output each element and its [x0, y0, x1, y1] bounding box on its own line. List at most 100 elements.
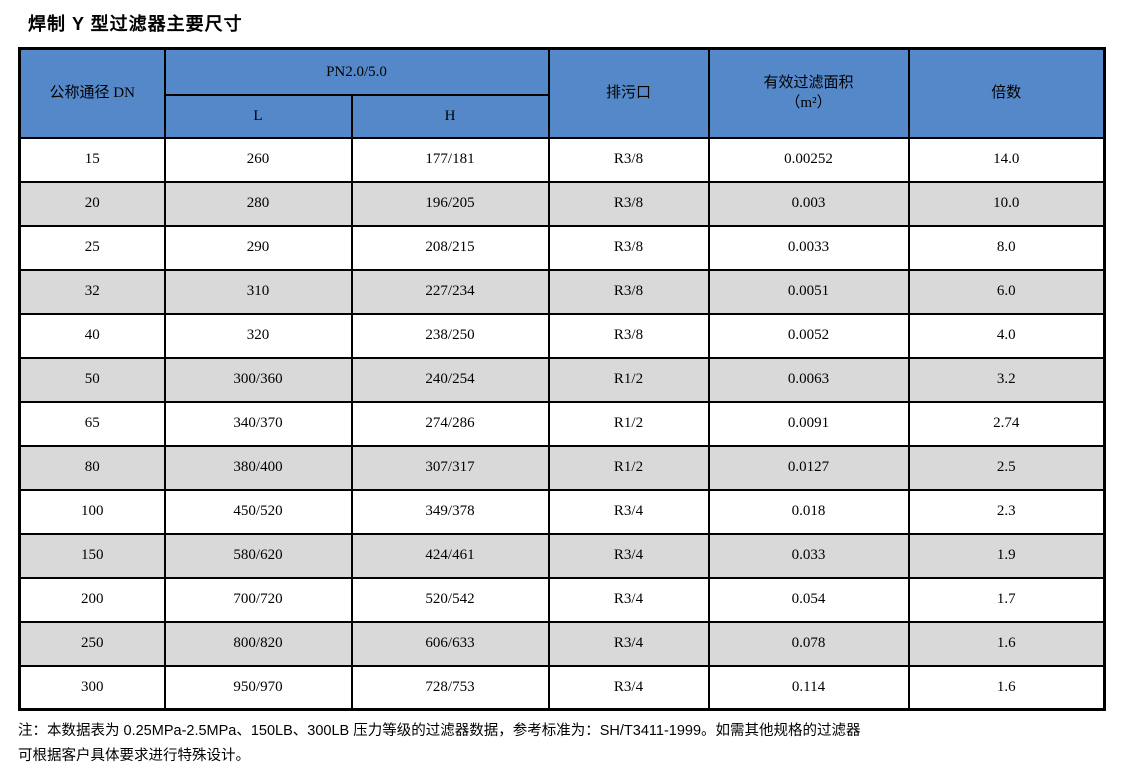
cell-dn: 32 [18, 268, 166, 315]
cell-area: 0.054 [707, 576, 910, 623]
cell-dn: 200 [18, 576, 166, 623]
cell-drain: R3/8 [547, 312, 710, 359]
cell-l: 950/970 [163, 664, 353, 711]
cell-area: 0.0127 [707, 444, 910, 491]
table-row: 32 310 227/234 R3/8 0.0051 6.0 [18, 268, 1106, 315]
cell-l: 450/520 [163, 488, 353, 535]
header-filter-area-unit: （m²） [785, 95, 832, 112]
cell-h: 349/378 [350, 488, 550, 535]
cell-drain: R3/4 [547, 576, 710, 623]
table-row: 20 280 196/205 R3/8 0.003 10.0 [18, 180, 1106, 227]
cell-h: 208/215 [350, 224, 550, 271]
cell-area: 0.018 [707, 488, 910, 535]
cell-h: 728/753 [350, 664, 550, 711]
table-row: 80 380/400 307/317 R1/2 0.0127 2.5 [18, 444, 1106, 491]
page-title: 焊制 Y 型过滤器主要尺寸 [28, 14, 243, 34]
table-row: 50 300/360 240/254 R1/2 0.0063 3.2 [18, 356, 1106, 403]
cell-ratio: 2.3 [907, 488, 1106, 535]
cell-ratio: 10.0 [907, 180, 1106, 227]
cell-area: 0.003 [707, 180, 910, 227]
cell-ratio: 8.0 [907, 224, 1106, 271]
cell-drain: R3/4 [547, 620, 710, 667]
cell-ratio: 1.6 [907, 664, 1106, 711]
table-row: 150 580/620 424/461 R3/4 0.033 1.9 [18, 532, 1106, 579]
header-filter-area-label: 有效过滤面积 [763, 75, 854, 91]
cell-drain: R1/2 [547, 444, 710, 491]
table-body: 15 260 177/181 R3/8 0.00252 14.0 20 280 196/205 R… [18, 136, 1106, 711]
cell-l: 280 [163, 180, 353, 227]
table-row: 200 700/720 520/542 R3/4 0.054 1.7 [18, 576, 1106, 623]
cell-area: 0.033 [707, 532, 910, 579]
cell-drain: R3/4 [547, 664, 710, 711]
cell-l: 700/720 [163, 576, 353, 623]
cell-dn: 25 [18, 224, 166, 271]
strainer-dimensions-table: 公称通径 DN PN2.0/5.0 排污口 有效过滤面积 （m²） 倍数 L H… [18, 47, 1106, 711]
header-ratio: 倍数 [907, 47, 1106, 139]
cell-h: 274/286 [350, 400, 550, 447]
cell-h: 177/181 [350, 136, 550, 183]
cell-drain: R3/8 [547, 268, 710, 315]
cell-area: 0.00252 [707, 136, 910, 183]
cell-l: 260 [163, 136, 353, 183]
cell-drain: R1/2 [547, 400, 710, 447]
header-length-l: L [163, 93, 353, 139]
header-pn-group: PN2.0/5.0 [163, 47, 550, 96]
cell-ratio: 2.74 [907, 400, 1106, 447]
cell-ratio: 6.0 [907, 268, 1106, 315]
table-row: 15 260 177/181 R3/8 0.00252 14.0 [18, 136, 1106, 183]
cell-drain: R1/2 [547, 356, 710, 403]
cell-ratio: 1.7 [907, 576, 1106, 623]
header-drain-port: 排污口 [547, 47, 710, 139]
cell-l: 290 [163, 224, 353, 271]
cell-h: 196/205 [350, 180, 550, 227]
footnote: 注：本数据表为 0.25MPa-2.5MPa、150LB、300LB 压力等级的… [18, 719, 1104, 769]
cell-dn: 300 [18, 664, 166, 711]
table-row: 300 950/970 728/753 R3/4 0.114 1.6 [18, 664, 1106, 711]
cell-area: 0.0033 [707, 224, 910, 271]
cell-ratio: 3.2 [907, 356, 1106, 403]
cell-area: 0.0063 [707, 356, 910, 403]
table-row: 40 320 238/250 R3/8 0.0052 4.0 [18, 312, 1106, 359]
cell-l: 300/360 [163, 356, 353, 403]
cell-dn: 40 [18, 312, 166, 359]
cell-h: 240/254 [350, 356, 550, 403]
cell-h: 227/234 [350, 268, 550, 315]
cell-l: 310 [163, 268, 353, 315]
cell-h: 238/250 [350, 312, 550, 359]
cell-l: 800/820 [163, 620, 353, 667]
table-row: 25 290 208/215 R3/8 0.0033 8.0 [18, 224, 1106, 271]
cell-l: 340/370 [163, 400, 353, 447]
cell-ratio: 4.0 [907, 312, 1106, 359]
footnote-line-1: 注：本数据表为 0.25MPa-2.5MPa、150LB、300LB 压力等级的… [18, 723, 861, 739]
cell-drain: R3/8 [547, 224, 710, 271]
cell-drain: R3/8 [547, 136, 710, 183]
cell-dn: 50 [18, 356, 166, 403]
cell-ratio: 1.6 [907, 620, 1106, 667]
cell-ratio: 1.9 [907, 532, 1106, 579]
cell-h: 424/461 [350, 532, 550, 579]
table-row: 100 450/520 349/378 R3/4 0.018 2.3 [18, 488, 1106, 535]
cell-h: 606/633 [350, 620, 550, 667]
cell-dn: 100 [18, 488, 166, 535]
cell-dn: 80 [18, 444, 166, 491]
cell-drain: R3/8 [547, 180, 710, 227]
cell-dn: 15 [18, 136, 166, 183]
cell-dn: 250 [18, 620, 166, 667]
cell-l: 380/400 [163, 444, 353, 491]
cell-area: 0.078 [707, 620, 910, 667]
header-filter-area: 有效过滤面积 （m²） [707, 47, 910, 139]
cell-ratio: 2.5 [907, 444, 1106, 491]
cell-l: 580/620 [163, 532, 353, 579]
cell-area: 0.0091 [707, 400, 910, 447]
cell-dn: 150 [18, 532, 166, 579]
table-row: 250 800/820 606/633 R3/4 0.078 1.6 [18, 620, 1106, 667]
cell-dn: 20 [18, 180, 166, 227]
cell-dn: 65 [18, 400, 166, 447]
cell-area: 0.0051 [707, 268, 910, 315]
header-nominal-diameter: 公称通径 DN [18, 47, 166, 139]
cell-h: 307/317 [350, 444, 550, 491]
header-height-h: H [350, 93, 550, 139]
table-row: 65 340/370 274/286 R1/2 0.0091 2.74 [18, 400, 1106, 447]
cell-drain: R3/4 [547, 488, 710, 535]
